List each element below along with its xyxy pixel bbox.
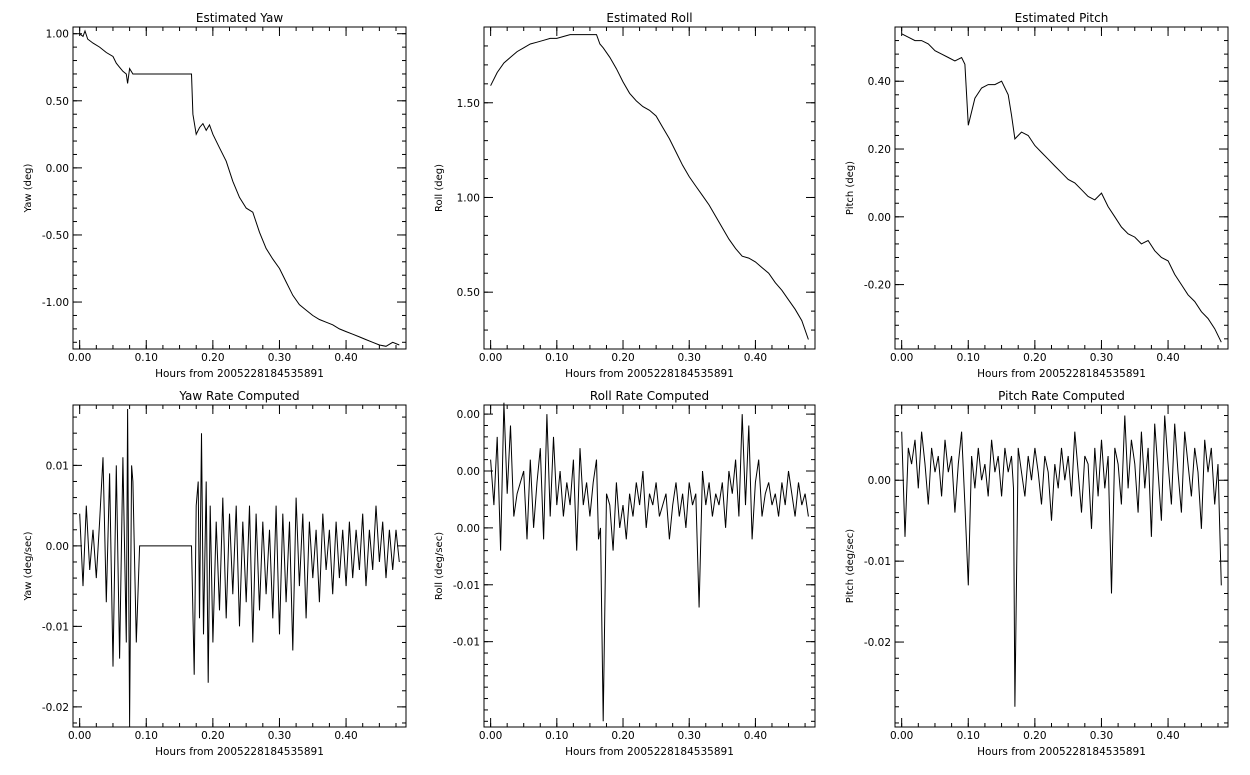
roll-x-tick-label: 0.20 <box>611 352 634 364</box>
pitch-x-tick-label: 0.20 <box>1023 352 1046 364</box>
roll-x-tick-label: 0.10 <box>545 352 568 364</box>
yaw-rate-x-tick-label: 0.00 <box>68 730 91 742</box>
roll-rate-chart-title: Roll Rate Computed <box>590 389 709 403</box>
roll-rate-y-tick-label: 0.00 <box>457 466 480 478</box>
pitch-rate-y-tick-label: -0.02 <box>864 637 891 649</box>
roll-x-tick-label: 0.00 <box>479 352 502 364</box>
roll-rate-x-tick-label: 0.40 <box>744 730 767 742</box>
roll-rate-series-line <box>490 402 809 722</box>
pitch-rate-series-line <box>901 415 1222 707</box>
yaw-rate-chart: 0.00 0.10 0.20 0.30 0.40 0.01 0.00 -0.01 -0.02 Ya… <box>23 389 407 758</box>
pitch-y-tick-label: 0.40 <box>868 76 891 88</box>
yaw-rate-x-axis-label: Hours from 2005228184535891 <box>155 746 324 758</box>
pitch-plot-frame <box>894 26 1229 350</box>
yaw-y-tick-label: -1.00 <box>42 297 69 309</box>
yaw-y-axis-label: Yaw (deg) <box>23 163 34 213</box>
pitch-y-tick-label: 0.00 <box>868 212 891 224</box>
yaw-x-tick-label: 0.20 <box>201 352 224 364</box>
yaw-y-tick-label: 0.50 <box>46 96 69 108</box>
roll-rate-y-tick-label: -0.01 <box>453 637 480 649</box>
yaw-rate-chart-title: Yaw Rate Computed <box>178 389 299 403</box>
yaw-chart-title: Estimated Yaw <box>196 11 283 25</box>
yaw-rate-y-axis-label: Yaw (deg/sec) <box>23 531 34 601</box>
yaw-y-tick-label: -0.50 <box>42 230 69 242</box>
roll-y-axis-label: Roll (deg) <box>434 164 445 212</box>
yaw-x-tick-label: 0.00 <box>68 352 91 364</box>
pitch-rate-x-tick-label: 0.20 <box>1023 730 1046 742</box>
pitch-series-line <box>901 33 1222 343</box>
yaw-x-axis-label: Hours from 2005228184535891 <box>155 368 324 380</box>
pitch-rate-chart: 0.00 0.10 0.20 0.30 0.40 0.00 -0.01 -0.02 Pitch … <box>845 389 1229 758</box>
pitch-y-tick-label: 0.20 <box>868 144 891 156</box>
pitch-rate-x-tick-label: 0.40 <box>1156 730 1179 742</box>
yaw-rate-series-line <box>79 408 400 724</box>
roll-rate-chart: 0.00 0.10 0.20 0.30 0.40 0.00 0.00 0.00 -0.01 -0.… <box>434 389 816 758</box>
roll-rate-y-tick-label: 0.00 <box>457 523 480 535</box>
roll-rate-y-tick-label: 0.00 <box>457 409 480 421</box>
roll-y-tick-label: 1.50 <box>457 98 480 110</box>
pitch-x-tick-label: 0.30 <box>1090 352 1113 364</box>
roll-series-line <box>490 34 809 340</box>
roll-y-tick-label: 1.00 <box>457 192 480 204</box>
roll-x-tick-label: 0.30 <box>678 352 701 364</box>
yaw-y-tick-label: 1.00 <box>46 29 69 41</box>
roll-plot-frame <box>483 26 816 350</box>
roll-chart-title: Estimated Roll <box>606 11 692 25</box>
pitch-rate-y-axis-label: Pitch (deg/sec) <box>845 529 856 604</box>
pitch-chart-title: Estimated Pitch <box>1015 11 1109 25</box>
pitch-rate-chart-title: Pitch Rate Computed <box>998 389 1125 403</box>
roll-rate-y-axis-label: Roll (deg/sec) <box>434 532 445 600</box>
roll-rate-x-axis-label: Hours from 2005228184535891 <box>565 746 734 758</box>
roll-rate-x-tick-label: 0.30 <box>678 730 701 742</box>
yaw-series-line <box>79 29 400 347</box>
yaw-chart: 0.00 0.10 0.20 0.30 0.40 1.00 0.50 0.00 -0.50 -1.… <box>23 11 407 380</box>
roll-y-tick-label: 0.50 <box>457 287 480 299</box>
yaw-plot-frame <box>72 26 407 350</box>
roll-rate-plot-frame <box>483 404 816 728</box>
roll-x-tick-label: 0.40 <box>744 352 767 364</box>
yaw-x-tick-label: 0.30 <box>268 352 291 364</box>
pitch-y-tick-label: -0.20 <box>864 280 891 292</box>
roll-x-axis-label: Hours from 2005228184535891 <box>565 368 734 380</box>
pitch-rate-y-tick-label: 0.00 <box>868 475 891 487</box>
yaw-rate-x-tick-label: 0.10 <box>135 730 158 742</box>
yaw-rate-y-tick-label: 0.01 <box>46 460 69 472</box>
roll-rate-x-tick-label: 0.20 <box>611 730 634 742</box>
pitch-rate-x-tick-label: 0.00 <box>890 730 913 742</box>
roll-rate-y-tick-label: -0.01 <box>453 580 480 592</box>
pitch-rate-x-tick-label: 0.30 <box>1090 730 1113 742</box>
pitch-rate-x-tick-label: 0.10 <box>957 730 980 742</box>
yaw-rate-y-tick-label: -0.02 <box>42 702 69 714</box>
yaw-rate-x-tick-label: 0.40 <box>334 730 357 742</box>
pitch-x-axis-label: Hours from 2005228184535891 <box>977 368 1146 380</box>
yaw-x-tick-label: 0.10 <box>135 352 158 364</box>
pitch-rate-x-axis-label: Hours from 2005228184535891 <box>977 746 1146 758</box>
yaw-rate-plot-frame <box>72 404 407 728</box>
yaw-rate-y-tick-label: -0.01 <box>42 621 69 633</box>
yaw-rate-y-tick-label: 0.00 <box>46 541 69 553</box>
yaw-rate-x-tick-label: 0.30 <box>268 730 291 742</box>
pitch-y-axis-label: Pitch (deg) <box>845 161 856 215</box>
pitch-x-tick-label: 0.00 <box>890 352 913 364</box>
pitch-chart: 0.00 0.10 0.20 0.30 0.40 0.40 0.20 0.00 -0.20 Est… <box>845 11 1229 380</box>
roll-chart: 0.00 0.10 0.20 0.30 0.40 1.50 1.00 0.50 Estimate… <box>434 11 816 380</box>
yaw-y-tick-label: 0.00 <box>46 163 69 175</box>
pitch-x-tick-label: 0.40 <box>1156 352 1179 364</box>
pitch-x-tick-label: 0.10 <box>957 352 980 364</box>
yaw-x-tick-label: 0.40 <box>334 352 357 364</box>
yaw-rate-x-tick-label: 0.20 <box>201 730 224 742</box>
roll-rate-x-tick-label: 0.00 <box>479 730 502 742</box>
pitch-rate-plot-frame <box>894 404 1229 728</box>
pitch-rate-y-tick-label: -0.01 <box>864 556 891 568</box>
roll-rate-x-tick-label: 0.10 <box>545 730 568 742</box>
